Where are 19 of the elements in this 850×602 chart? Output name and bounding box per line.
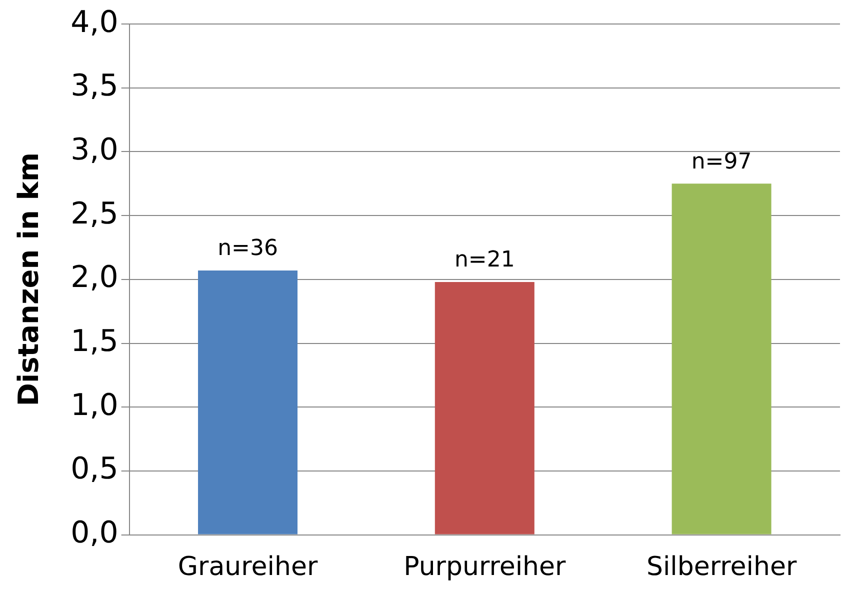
bar: [672, 184, 772, 534]
bar: [198, 270, 298, 534]
y-axis-title: Distanzen in km: [12, 152, 46, 406]
bar: [434, 282, 534, 534]
y-tick-label: 1,0: [70, 388, 118, 423]
x-tick-label: Silberreiher: [646, 552, 797, 582]
annotation: n=21: [454, 248, 515, 273]
y-tick-label: 2,0: [70, 260, 118, 296]
y-tick-label: 0,0: [70, 516, 118, 551]
y-tick-label: 3,0: [70, 132, 118, 168]
y-tick-label: 4,0: [70, 4, 118, 40]
annotation: n=97: [691, 149, 752, 174]
x-tick-label: Graureiher: [178, 552, 318, 582]
y-tick-label: 2,5: [70, 196, 118, 232]
y-tick-label: 1,5: [70, 324, 118, 360]
annotation: n=36: [218, 236, 278, 262]
y-tick-label: 3,5: [70, 68, 118, 104]
x-tick-label: Purpurreiher: [404, 552, 566, 582]
y-tick-label: 0,5: [70, 452, 118, 487]
